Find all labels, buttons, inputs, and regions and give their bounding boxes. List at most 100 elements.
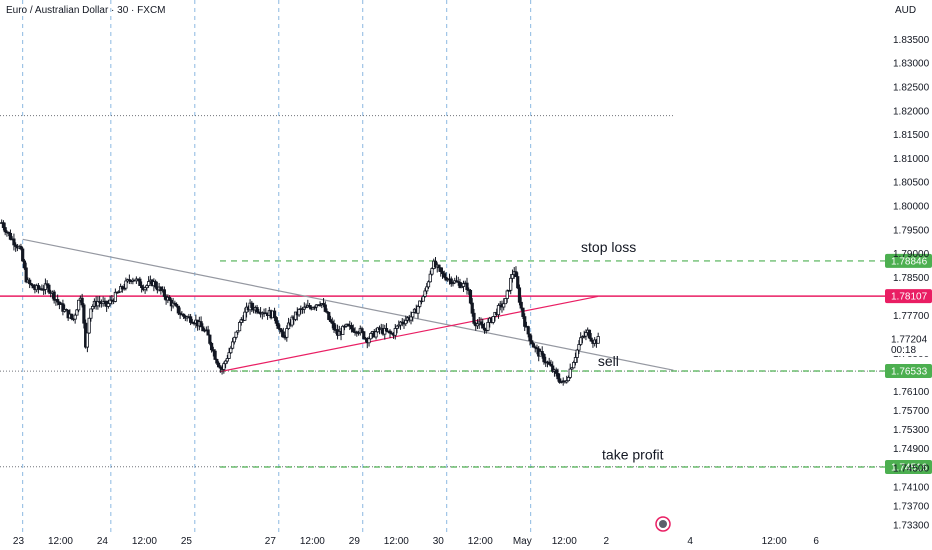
candle-body (29, 283, 34, 286)
candle-body (565, 380, 569, 383)
candle-body (482, 327, 487, 331)
candle-body (124, 280, 128, 289)
x-tick-label: 29 (349, 536, 361, 547)
candle-body (395, 325, 399, 329)
candle-body (442, 273, 446, 278)
candle-body (332, 322, 336, 331)
candle-body (208, 334, 212, 344)
candle-body (528, 333, 532, 342)
candle-body (369, 333, 373, 340)
candle-body (225, 358, 229, 362)
x-tick-label: 12:00 (300, 536, 325, 547)
candle-body (439, 267, 443, 273)
candle-body (556, 373, 560, 380)
candle-body (384, 328, 389, 332)
candle-body (579, 337, 583, 345)
candle-body (213, 350, 217, 360)
candle-body (239, 319, 243, 323)
level-badge (885, 253, 932, 268)
y-tick-label: 1.77700 (893, 311, 930, 322)
candle-body (362, 331, 366, 339)
candle-body (433, 260, 438, 268)
candle-body (416, 306, 420, 314)
candle-body (31, 284, 35, 289)
candle-body (143, 287, 147, 291)
candle-body (82, 304, 86, 324)
candle-body (418, 300, 422, 307)
candle-body (540, 351, 544, 355)
y-tick-label: 1.82500 (893, 83, 930, 94)
x-tick-label: 25 (181, 536, 193, 547)
candle-body (472, 312, 476, 324)
candle-body (173, 302, 177, 305)
candle-body (145, 285, 149, 289)
candle-body (318, 304, 322, 306)
candle-body (96, 301, 100, 307)
candle-body (491, 316, 495, 323)
candle-body (393, 328, 397, 336)
candle-body (56, 299, 60, 303)
candle-body (22, 260, 27, 269)
candle-body (514, 271, 518, 277)
candle-body (330, 321, 334, 324)
candle-body (218, 366, 222, 369)
candle-body (3, 227, 7, 233)
candle-body (572, 362, 576, 369)
price-axis[interactable]: 1.83500 1.83000 1.82500 1.82000 1.81500 1.810… (885, 35, 932, 531)
candle-body (454, 280, 459, 282)
candle-body (505, 290, 509, 299)
candle-body (475, 323, 480, 327)
candle-body (568, 368, 572, 378)
x-tick-label: 12:00 (468, 536, 493, 547)
y-tick-label: 1.78500 (893, 273, 930, 284)
candle-body (87, 317, 91, 334)
candle-body (551, 365, 555, 372)
candle-body (138, 278, 142, 286)
candle-body (168, 296, 172, 301)
candle-body (325, 311, 329, 313)
candle-body (444, 276, 448, 281)
dotted-price-lines (0, 115, 884, 468)
candle-body (215, 359, 219, 364)
candle-body (162, 289, 166, 297)
time-axis[interactable]: 23 12:00 24 12:00 25 27 12:00 29 12:00 30 12:00 May… (13, 536, 819, 547)
candle-body (24, 267, 28, 283)
x-tick-label: 12:00 (384, 536, 409, 547)
candle-body (290, 316, 294, 326)
candle-body (449, 278, 453, 285)
y-tick-label: 1.76100 (893, 387, 930, 398)
candle-body (496, 305, 501, 316)
candle-body (423, 290, 427, 297)
candle-body (397, 324, 401, 327)
y-tick-label: 1.83000 (893, 59, 930, 70)
candle-body (374, 331, 378, 338)
candle-body (346, 323, 350, 326)
level-badge (885, 363, 932, 378)
candle-body (243, 311, 247, 321)
level-badge (885, 289, 932, 304)
last-price-badge (885, 332, 932, 357)
candle-body (14, 244, 18, 247)
candle-body (140, 285, 144, 289)
y-tick-label: 1.73700 (893, 501, 930, 512)
candle-body (558, 378, 562, 383)
y-tick-label: 1.74500 (893, 463, 930, 474)
candle-body (547, 361, 551, 365)
candle-body (286, 322, 291, 329)
candle-body (430, 268, 434, 275)
candle-body (106, 303, 110, 307)
tradingview-logo-icon[interactable] (655, 516, 671, 532)
candle-body (236, 330, 240, 333)
candle-body (98, 301, 102, 303)
candle-body (91, 305, 95, 310)
candle-body (570, 367, 574, 370)
candle-body (458, 281, 462, 288)
level-badge (885, 459, 932, 474)
candle-body (279, 329, 284, 333)
candle-body (222, 363, 226, 370)
candle-body (189, 316, 193, 323)
candles (0, 219, 600, 386)
candle-body (255, 307, 259, 313)
candle-body (209, 342, 214, 351)
